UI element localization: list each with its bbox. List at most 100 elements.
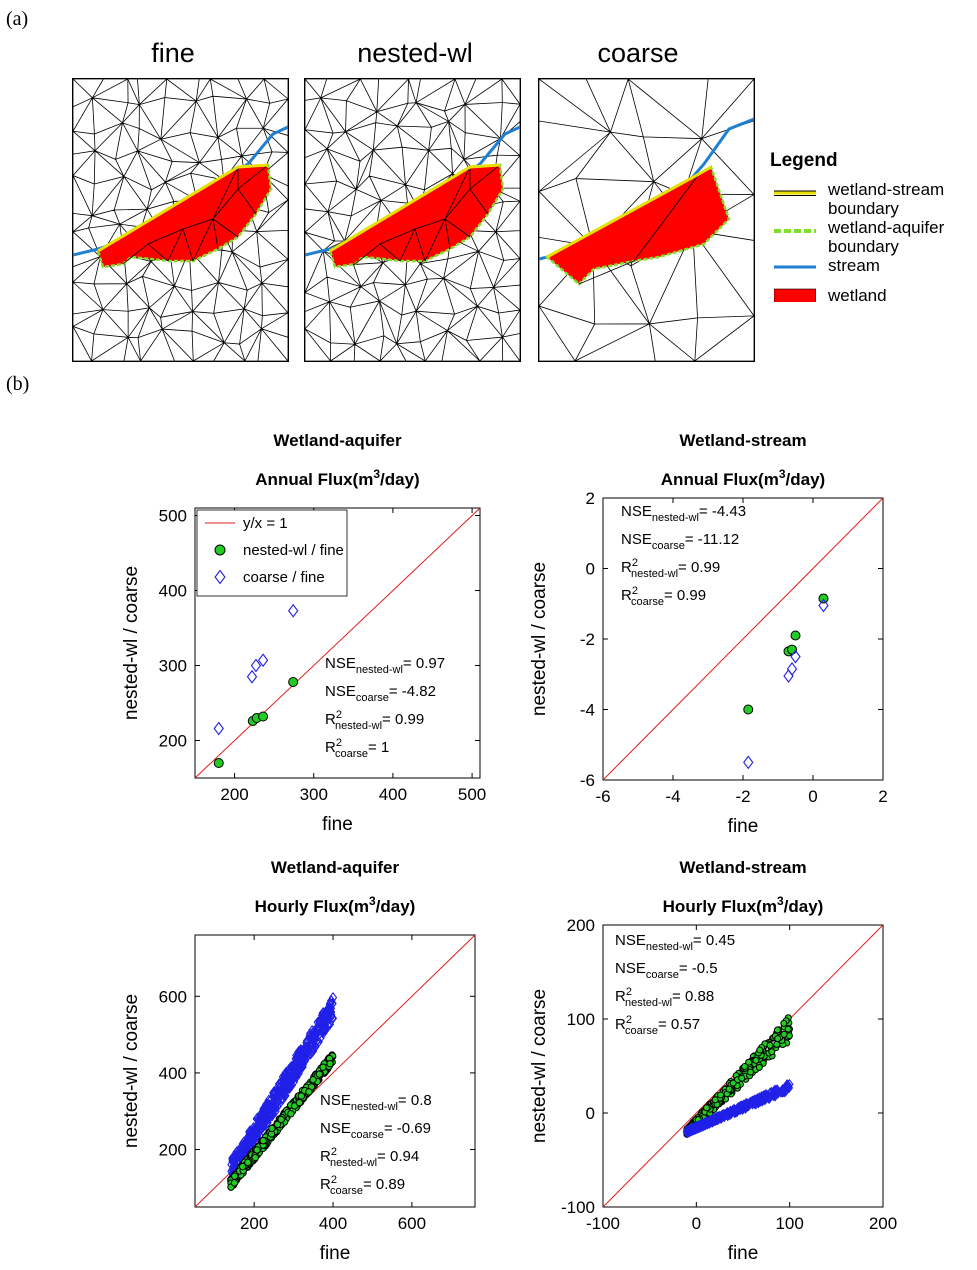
data-point — [717, 1091, 725, 1099]
data-point — [324, 1005, 334, 1017]
y-tick-label: 0 — [586, 560, 595, 579]
data-point — [782, 1081, 791, 1093]
one-to-one-line — [195, 508, 480, 778]
plot-marks — [195, 508, 480, 778]
data-point — [248, 1135, 257, 1147]
data-point — [780, 1086, 789, 1098]
data-point — [301, 1049, 310, 1062]
x-tick-label: 600 — [398, 1214, 426, 1233]
stat-2: R2 nested-wl= 0.94 — [320, 1146, 419, 1169]
data-point — [768, 1088, 777, 1100]
x-tick-label: 2 — [878, 787, 887, 806]
chart-subtitle: Hourly Flux(m3/day) — [255, 894, 416, 916]
stat-1: NSEcoarse= -0.5 — [615, 960, 718, 981]
data-point — [713, 1112, 722, 1124]
x-tick-label: 200 — [220, 785, 248, 804]
stat-1: NSEcoarse= -4.82 — [325, 683, 436, 704]
mesh-title-nested: nested-wl — [357, 38, 473, 68]
data-point — [328, 991, 338, 1004]
data-point — [818, 593, 829, 604]
data-point — [300, 1055, 310, 1067]
legend-entry: coarse / fine — [243, 569, 325, 586]
data-point — [786, 662, 798, 676]
data-point — [692, 1121, 702, 1133]
data-point — [318, 1007, 327, 1019]
plot-marks — [603, 498, 883, 780]
data-point — [268, 1124, 276, 1133]
data-point — [297, 1092, 306, 1100]
dashed-green-line-icon — [774, 229, 816, 233]
legend-item-aquifer-boundary: wetland-aquifer boundary — [770, 218, 970, 256]
x-tick-label: 400 — [379, 785, 407, 804]
data-point — [266, 1110, 275, 1122]
data-point — [773, 1026, 781, 1034]
mesh-nested-svg — [305, 79, 520, 361]
data-point — [721, 1108, 731, 1120]
data-point — [729, 1079, 737, 1087]
y-tick-label: 200 — [567, 916, 595, 935]
data-point — [315, 1070, 323, 1078]
x-tick-label: -2 — [735, 787, 750, 806]
data-point — [328, 1012, 338, 1024]
data-point — [700, 1118, 709, 1130]
x-tick-label: 200 — [869, 1214, 897, 1233]
data-point — [319, 1024, 329, 1036]
data-point — [766, 1041, 774, 1049]
data-point — [244, 1158, 252, 1167]
chart-title: Wetland-stream — [679, 858, 806, 877]
stat-3: R2 coarse= 0.89 — [320, 1174, 405, 1197]
data-point — [773, 1084, 782, 1096]
data-point — [263, 1117, 272, 1129]
y-tick-label: -6 — [580, 771, 595, 790]
data-point — [295, 1099, 304, 1107]
mesh-fine-svg — [73, 79, 288, 361]
wetland-stream-boundary — [546, 165, 712, 259]
data-point — [733, 1104, 742, 1115]
panel-b-label: (b) — [6, 373, 30, 395]
scatter-panel-0: Wetland-aquifer Annual Flux(m3/day) 200 300… — [121, 431, 486, 835]
data-point — [287, 1079, 296, 1091]
mesh-title-fine: fine — [151, 38, 195, 68]
data-point — [745, 1058, 753, 1066]
x-tick-label: 300 — [300, 785, 328, 804]
data-point — [744, 1100, 753, 1112]
mesh-triangles — [539, 79, 754, 361]
x-axis-label: fine — [728, 1243, 759, 1264]
y-tick-label: 200 — [159, 732, 187, 751]
mesh-coarse-svg — [539, 79, 754, 361]
data-point — [774, 1035, 782, 1043]
data-point — [723, 1109, 732, 1120]
legend-entry: nested-wl / fine — [243, 542, 344, 559]
y-tick-label: 100 — [567, 1010, 595, 1029]
data-point — [738, 1074, 746, 1082]
legend-item-wetland: wetland — [770, 286, 970, 324]
y-tick-label: 400 — [159, 582, 187, 601]
y-tick-label: 300 — [159, 657, 187, 676]
data-point — [305, 1088, 313, 1096]
legend-label-wetland: wetland — [828, 286, 887, 305]
data-point — [238, 1162, 247, 1171]
data-point — [234, 1146, 243, 1158]
data-point — [314, 1036, 323, 1048]
data-point — [319, 1063, 327, 1071]
data-point — [265, 1099, 274, 1111]
stat-2: R2 nested-wl= 0.99 — [325, 709, 424, 732]
scatter-panel-2: Wetland-aquifer Hourly Flux(m3/day) 200 400… — [121, 858, 476, 1264]
data-point — [784, 1025, 792, 1033]
data-point — [818, 598, 829, 613]
x-tick-label: 400 — [319, 1214, 347, 1233]
data-point — [253, 1123, 262, 1135]
data-point — [287, 603, 299, 618]
data-point — [253, 1146, 261, 1154]
data-point — [257, 653, 269, 668]
legend-circle-marker — [214, 544, 226, 556]
one-to-one-line — [603, 498, 883, 780]
data-point — [242, 1141, 252, 1153]
data-point — [768, 1048, 776, 1056]
chart-subtitle: Annual Flux(m3/day) — [661, 467, 825, 489]
mesh-title-coarse: coarse — [597, 38, 679, 68]
data-point — [755, 1063, 763, 1071]
data-point — [319, 1027, 328, 1039]
y-tick-label: 400 — [159, 1064, 187, 1083]
data-point — [752, 1056, 760, 1064]
